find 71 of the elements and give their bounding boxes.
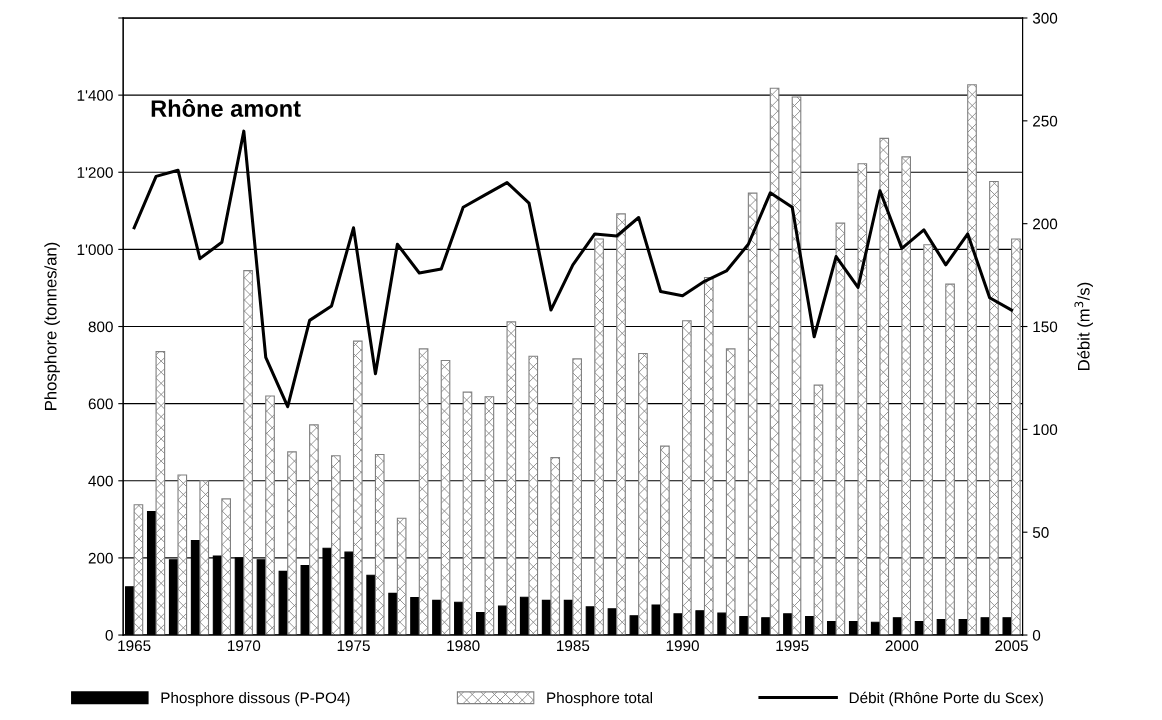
- y2-tick-label: 250: [1033, 115, 1058, 127]
- x-tick-label: 2005: [995, 640, 1028, 652]
- x-tick-label: 1985: [557, 640, 590, 652]
- legend-label: Phosphore total: [547, 692, 653, 707]
- bar: [945, 283, 955, 636]
- x-tick-label: 1975: [337, 640, 370, 652]
- y-tick-label: 600: [88, 398, 113, 410]
- bar: [352, 340, 363, 636]
- bar: [418, 348, 429, 636]
- bar: [857, 163, 868, 636]
- text: Rhône amont: [151, 99, 301, 117]
- bar: [155, 351, 166, 636]
- bar: [923, 244, 933, 636]
- y2-tick-label: 100: [1033, 424, 1058, 436]
- bar: [506, 321, 517, 636]
- y-tick-label: 800: [88, 321, 113, 333]
- bar: [769, 87, 780, 636]
- bar: [528, 355, 539, 636]
- y-tick-label: 200: [88, 552, 113, 564]
- bar: [572, 358, 582, 636]
- y-axis-title: Phosphore (tonnes/an): [44, 242, 60, 410]
- y2-tick-label: 200: [1033, 218, 1058, 230]
- bar: [177, 474, 188, 636]
- y2-tick-label: 300: [1032, 12, 1058, 24]
- bar: [967, 84, 977, 636]
- bar: [616, 213, 626, 636]
- x-tick-label: 1990: [666, 640, 699, 652]
- y-tick-label: 400: [88, 475, 113, 487]
- bar: [133, 504, 144, 636]
- bar: [309, 424, 319, 636]
- y2-axis-title: Débit (m$^{3}$/s): [1074, 282, 1093, 370]
- bar: [747, 192, 758, 636]
- x-tick-label: 1995: [776, 640, 809, 652]
- bar: [835, 222, 846, 636]
- bar: [660, 445, 670, 636]
- bar: [265, 395, 275, 636]
- y2-tick-label: 50: [1032, 527, 1049, 538]
- bar: [484, 396, 495, 636]
- bar: [703, 276, 714, 636]
- bar: [374, 454, 385, 636]
- bar: [989, 180, 999, 636]
- bar: [287, 451, 297, 636]
- bar: [243, 270, 253, 636]
- bar: [681, 320, 692, 636]
- bar: [550, 457, 561, 636]
- bar: [813, 384, 824, 636]
- legend-label: Débit (Rhône Porte du Scex): [849, 691, 1043, 707]
- y-tick-label: 1'400: [77, 90, 113, 101]
- bar: [901, 156, 912, 636]
- bar: [396, 517, 407, 636]
- legend-label: Phosphore dissous (P-PO4): [161, 692, 350, 707]
- y2-tick-label: 0: [1032, 629, 1041, 641]
- x-tick-label: 2000: [885, 640, 919, 652]
- y2-tick-label: 150: [1033, 321, 1058, 333]
- bar: [638, 352, 648, 636]
- bar: [331, 455, 341, 636]
- bar: [199, 480, 210, 636]
- y-tick-label: 1'000: [77, 244, 113, 256]
- y-tick-label: 0: [105, 629, 113, 641]
- x-tick-label: 1970: [227, 640, 261, 652]
- bar: [440, 359, 451, 636]
- bar: [594, 238, 604, 636]
- x-tick-label: 1980: [447, 640, 480, 652]
- bar: [879, 137, 890, 636]
- bar: [462, 391, 473, 636]
- y-tick-label: 1'200: [77, 167, 113, 178]
- bar: [725, 348, 736, 636]
- x-tick-label: 1965: [118, 640, 151, 652]
- bar: [791, 96, 802, 636]
- bar: [1011, 238, 1021, 636]
- bar: [221, 498, 231, 636]
